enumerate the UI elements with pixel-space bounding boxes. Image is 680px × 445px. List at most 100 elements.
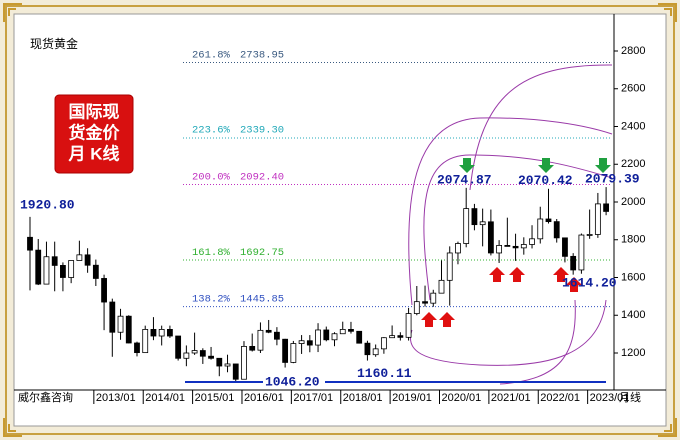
candle-body (208, 355, 214, 359)
candle-body (84, 254, 91, 266)
candle-body (380, 337, 387, 350)
x-tick-label: 2021/01 (491, 392, 531, 404)
candle-body (603, 203, 609, 212)
candle-body (504, 245, 511, 247)
arrows (421, 158, 611, 327)
candle-body (167, 329, 173, 337)
candle-body (175, 335, 182, 359)
candle-body (125, 315, 132, 344)
red-arrow (553, 267, 569, 282)
x-tick-label: 2019/01 (392, 392, 432, 404)
candle-body (323, 329, 330, 341)
x-tick-label: 2022/01 (540, 392, 580, 404)
candle-body (117, 315, 124, 333)
candle-body (315, 329, 321, 346)
candle-body (570, 255, 577, 271)
x-tick-label: 2018/01 (343, 392, 383, 404)
candle-body (101, 278, 107, 303)
green-arrow (595, 158, 611, 173)
candle-body (455, 243, 461, 254)
label-bg (263, 375, 325, 390)
candle-body (487, 221, 494, 254)
candle-body (43, 256, 50, 285)
annotation: 1920.80 (20, 197, 75, 212)
badge (54, 94, 134, 174)
candle-body (158, 329, 165, 337)
y-tick-label: 2400 (621, 120, 645, 132)
red-arrow (421, 312, 437, 327)
fib-ratio: 223.6% (192, 125, 231, 137)
candle-body (446, 252, 453, 281)
frame-border (5, 5, 675, 435)
badge-line: 货金价 (69, 122, 121, 142)
candle-body (199, 350, 206, 357)
x-tick-label: 2023/01 (590, 392, 630, 404)
candle-body (142, 329, 149, 354)
corner (3, 418, 22, 437)
candle-body (356, 330, 363, 344)
candle-body (430, 292, 437, 304)
candle-body (562, 237, 568, 257)
candle-body (348, 329, 354, 332)
candle-body (51, 256, 58, 266)
candle-body (265, 329, 272, 333)
candle-body (109, 301, 116, 333)
candle-body (92, 264, 99, 279)
candle-body (471, 208, 478, 226)
x-tick-label: 2015/01 (195, 392, 235, 404)
fib-value: 1692.75 (240, 247, 284, 259)
candle-body (479, 221, 486, 226)
candle-body (496, 245, 503, 254)
candle-body (35, 249, 42, 285)
candle-body (331, 333, 338, 341)
arc (469, 64, 613, 191)
candle-body (553, 221, 560, 239)
arc (408, 117, 613, 306)
x-tick-label: 2013/01 (96, 392, 136, 404)
annotation: 2070.42 (518, 173, 573, 188)
red-arrow (489, 267, 505, 282)
candle-body (216, 357, 223, 367)
corner-ornaments (3, 3, 677, 437)
candle-body (232, 363, 239, 380)
candle-body (405, 313, 412, 338)
candle-body (529, 238, 535, 245)
red-arrow (439, 312, 455, 327)
y-tick-label: 1400 (621, 309, 645, 321)
candle-body (134, 342, 140, 354)
fib-ratio: 161.8% (192, 247, 231, 259)
annotation: 2079.39 (585, 171, 640, 186)
candle-body (537, 218, 544, 240)
candle-body (413, 301, 420, 314)
corner (658, 418, 677, 437)
candle-body (76, 254, 83, 261)
candle-body (438, 279, 445, 294)
source: 威尔鑫咨询 (18, 390, 73, 404)
y-tick-label: 1800 (621, 234, 645, 246)
candle-body (298, 340, 305, 344)
fib-ratio: 138.2% (192, 293, 231, 305)
candle-body (389, 335, 396, 339)
red-arrow (509, 267, 525, 282)
candle-body (273, 331, 280, 340)
candle-body (150, 329, 157, 337)
green-arrow (459, 158, 475, 173)
candle-body (422, 301, 428, 304)
candle-body (249, 345, 256, 351)
candle-body (586, 234, 593, 236)
fib-ratio: 200.0% (192, 171, 231, 183)
y-tick-label: 1600 (621, 271, 645, 283)
fib-ratio: 261.8% (192, 49, 231, 61)
candle-body (224, 363, 231, 367)
candle-body (578, 234, 585, 271)
candle-body (241, 345, 247, 380)
candle-body (372, 348, 379, 356)
badge-line: 国际现 (69, 102, 120, 121)
fib-value: 2092.40 (240, 171, 284, 183)
fib-value: 2339.30 (240, 125, 284, 137)
candle-body (463, 208, 470, 244)
x-tick-label: 2020/01 (442, 392, 482, 404)
corner (658, 3, 677, 22)
chart-title: 现货黄金 (30, 36, 78, 51)
